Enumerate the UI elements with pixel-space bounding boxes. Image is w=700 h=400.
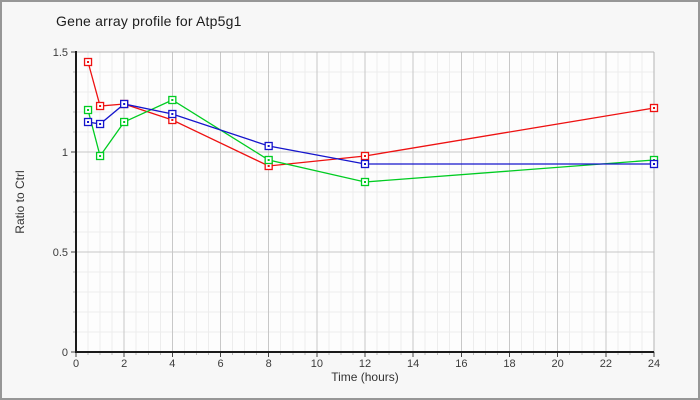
blue-series-marker-dot bbox=[87, 121, 90, 123]
x-tick-label: 24 bbox=[648, 358, 660, 370]
x-tick-label: 12 bbox=[359, 358, 371, 370]
x-tick-label: 8 bbox=[266, 358, 272, 370]
blue-series-marker-dot bbox=[267, 145, 270, 147]
red-series-marker-dot bbox=[171, 119, 174, 121]
x-tick-label: 0 bbox=[73, 358, 79, 370]
green-series-marker-dot bbox=[171, 99, 174, 101]
blue-series-marker-dot bbox=[171, 113, 174, 115]
blue-series-marker-dot bbox=[653, 163, 655, 165]
green-series-marker-dot bbox=[99, 155, 102, 157]
x-tick-label: 4 bbox=[169, 358, 175, 370]
blue-series-marker-dot bbox=[99, 123, 102, 125]
x-tick-label: 2 bbox=[121, 358, 127, 370]
red-series-marker-dot bbox=[267, 165, 270, 167]
green-series-marker-dot bbox=[87, 109, 90, 111]
y-tick-label: 0 bbox=[62, 347, 68, 359]
red-series-marker-dot bbox=[653, 107, 655, 109]
x-tick-label: 6 bbox=[217, 358, 223, 370]
x-tick-label: 16 bbox=[455, 358, 467, 370]
red-series-marker-dot bbox=[99, 105, 102, 107]
blue-series-marker-dot bbox=[123, 103, 126, 105]
x-tick-label: 22 bbox=[600, 358, 612, 370]
chart-title: Gene array profile for Atp5g1 bbox=[56, 13, 242, 29]
green-series-marker-dot bbox=[267, 159, 270, 161]
x-axis-label: Time (hours) bbox=[331, 370, 399, 384]
blue-series-marker-dot bbox=[364, 163, 366, 165]
x-tick-label: 14 bbox=[407, 358, 419, 370]
red-series-marker-dot bbox=[364, 155, 366, 157]
y-tick-label: 1.5 bbox=[53, 47, 68, 59]
red-series-marker-dot bbox=[87, 61, 90, 63]
y-tick-label: 1 bbox=[62, 147, 68, 159]
y-tick-label: 0.5 bbox=[53, 247, 68, 259]
x-tick-label: 10 bbox=[311, 358, 323, 370]
x-tick-label: 18 bbox=[503, 358, 515, 370]
green-series-marker-dot bbox=[364, 181, 366, 183]
green-series-marker-dot bbox=[123, 121, 126, 123]
x-tick-label: 20 bbox=[552, 358, 564, 370]
